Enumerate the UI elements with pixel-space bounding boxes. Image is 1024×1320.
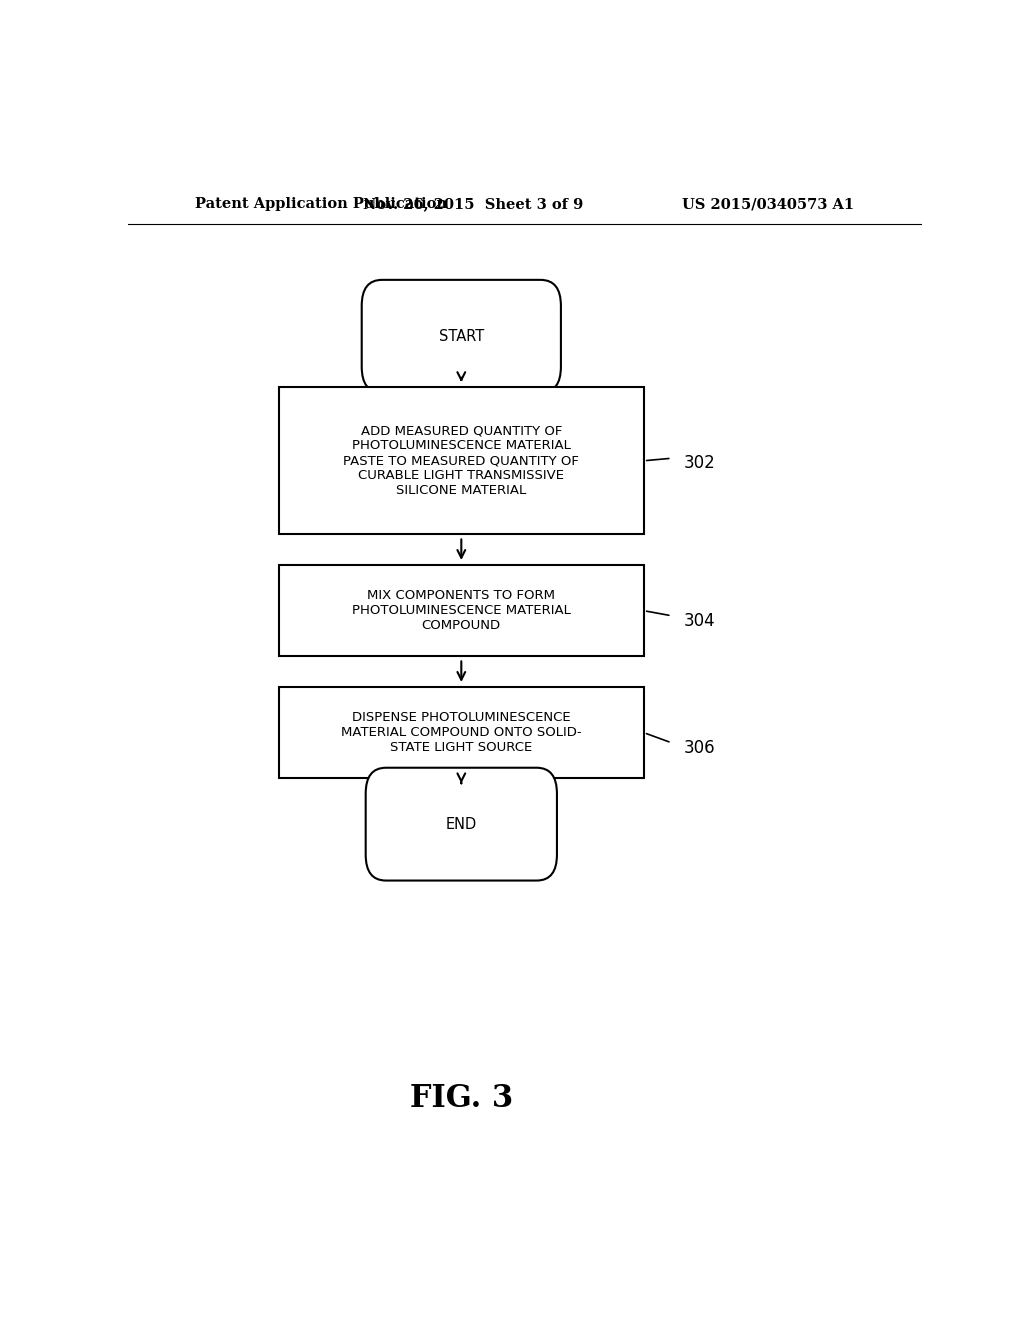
Text: 306: 306 (684, 739, 715, 756)
Bar (279, 686, 644, 779)
FancyBboxPatch shape (361, 280, 561, 392)
FancyBboxPatch shape (366, 768, 557, 880)
Text: US 2015/0340573 A1: US 2015/0340573 A1 (682, 197, 854, 211)
Text: 304: 304 (684, 612, 715, 630)
Text: ADD MEASURED QUANTITY OF
PHOTOLUMINESCENCE MATERIAL
PASTE TO MEASURED QUANTITY O: ADD MEASURED QUANTITY OF PHOTOLUMINESCEN… (343, 424, 580, 498)
Text: MIX COMPONENTS TO FORM
PHOTOLUMINESCENCE MATERIAL
COMPOUND: MIX COMPONENTS TO FORM PHOTOLUMINESCENCE… (352, 589, 570, 632)
Text: 302: 302 (684, 454, 716, 473)
Bar (279, 387, 644, 535)
Text: FIG. 3: FIG. 3 (410, 1084, 513, 1114)
Text: Patent Application Publication: Patent Application Publication (196, 197, 447, 211)
Text: START: START (438, 329, 484, 343)
Bar (279, 565, 644, 656)
Text: END: END (445, 817, 477, 832)
Text: DISPENSE PHOTOLUMINESCENCE
MATERIAL COMPOUND ONTO SOLID-
STATE LIGHT SOURCE: DISPENSE PHOTOLUMINESCENCE MATERIAL COMP… (341, 711, 582, 754)
Text: Nov. 26, 2015  Sheet 3 of 9: Nov. 26, 2015 Sheet 3 of 9 (364, 197, 584, 211)
